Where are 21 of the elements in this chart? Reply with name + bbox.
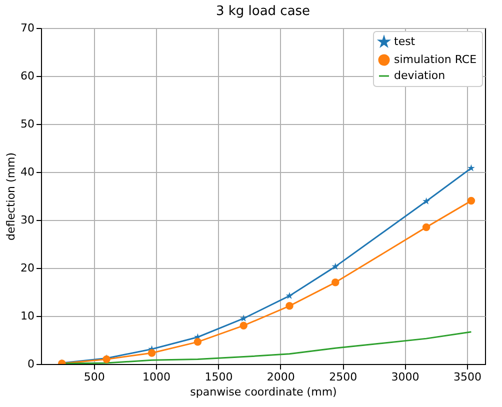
x-tick-label: 3500 [453,370,482,384]
legend-label: test [394,35,416,48]
x-tick-label: 1000 [142,370,171,384]
y-tick-label: 10 [20,310,34,322]
legend-label: deviation [394,69,446,82]
x-tick-label: 500 [84,370,105,384]
x-tick-label: 3000 [391,370,420,384]
x-tick-label: 2500 [329,370,358,384]
x-axis-title: spanwise coordinate (mm) [190,386,337,398]
y-axis-title: deflection (mm) [4,152,18,241]
y-tick-label: 60 [20,70,34,82]
y-tick-label: 40 [20,166,34,178]
chart-title: 3 kg load case [216,4,310,19]
y-tick-label: 70 [20,22,34,34]
x-tick-label: 1500 [204,370,233,384]
y-tick-label: 0 [28,358,34,370]
y-tick-label: 20 [20,262,34,274]
y-tick-label: 30 [20,214,34,226]
legend-label: simulation RCE [394,53,477,66]
x-tick-label: 2000 [266,370,295,384]
y-tick-label: 50 [20,118,34,130]
